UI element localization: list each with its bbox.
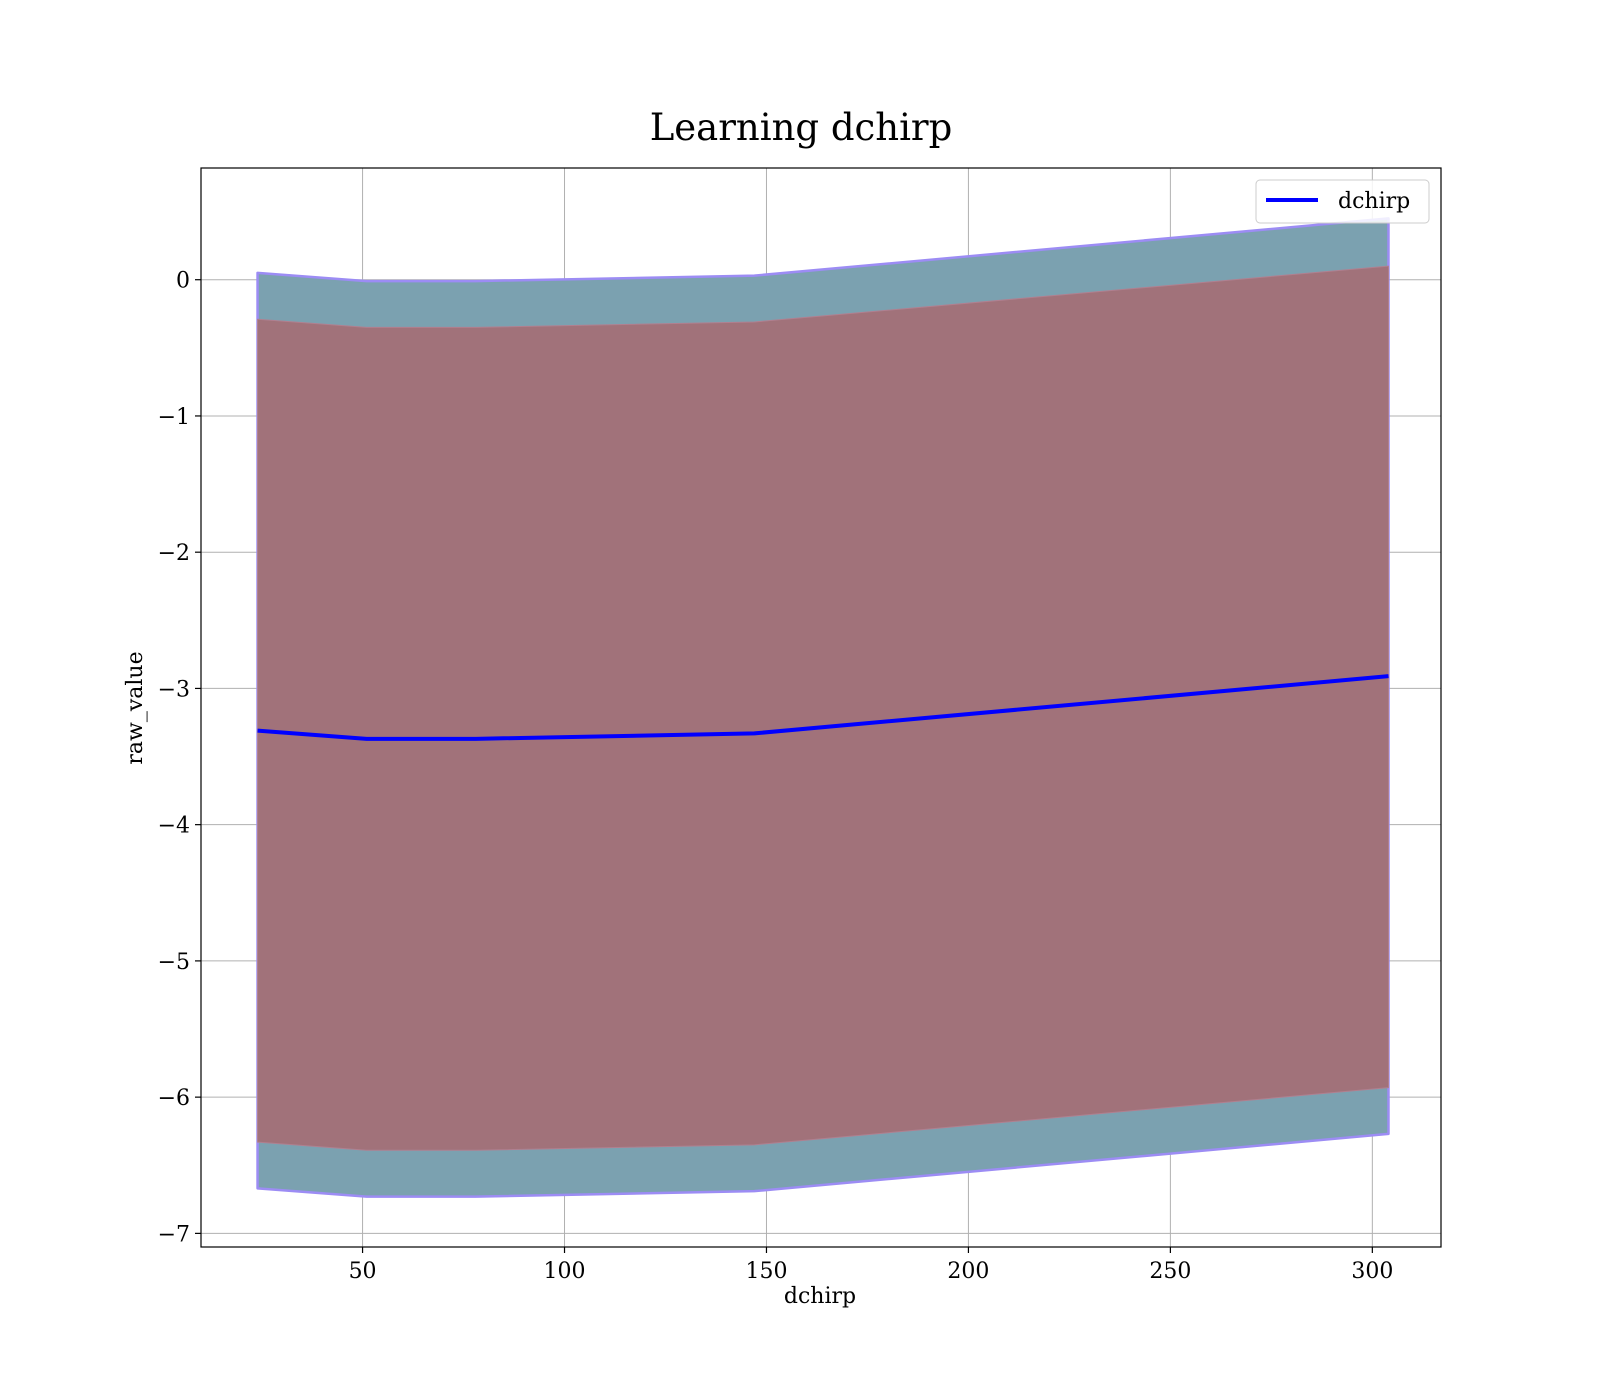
y-tick-label: −4 (158, 814, 190, 839)
x-axis-label: dchirp (784, 1284, 856, 1309)
x-axis-ticks: 50 100 150 200 250 300 (349, 1247, 1393, 1284)
y-tick-label: −1 (158, 405, 190, 430)
y-tick-label: −6 (158, 1086, 190, 1111)
y-tick-label: 0 (176, 269, 190, 294)
y-tick-label: −7 (158, 1222, 190, 1247)
series-line-dchirp (257, 674, 1389, 741)
y-tick-label: −3 (158, 677, 190, 702)
x-tick-label: 200 (947, 1259, 989, 1284)
legend: dchirp (1255, 179, 1430, 224)
confidence-bands (256, 217, 1390, 1198)
chart-title: Learning dchirp (650, 106, 953, 149)
x-tick-label: 50 (349, 1259, 377, 1284)
y-tick-label: −5 (158, 950, 190, 975)
legend-box (1255, 179, 1430, 224)
y-axis-label: raw_value (123, 651, 148, 764)
band-inner (257, 265, 1389, 1151)
legend-label-dchirp: dchirp (1338, 189, 1410, 214)
x-tick-label: 150 (745, 1259, 787, 1284)
x-tick-label: 250 (1149, 1259, 1191, 1284)
y-axis-ticks: 0 −1 −2 −3 −4 −5 −6 −7 (158, 269, 201, 1247)
data-lines (257, 674, 1389, 741)
y-tick-label: −2 (158, 541, 190, 566)
x-tick-label: 300 (1351, 1259, 1393, 1284)
x-tick-label: 100 (544, 1259, 586, 1284)
plot-frame (200, 167, 1442, 1248)
